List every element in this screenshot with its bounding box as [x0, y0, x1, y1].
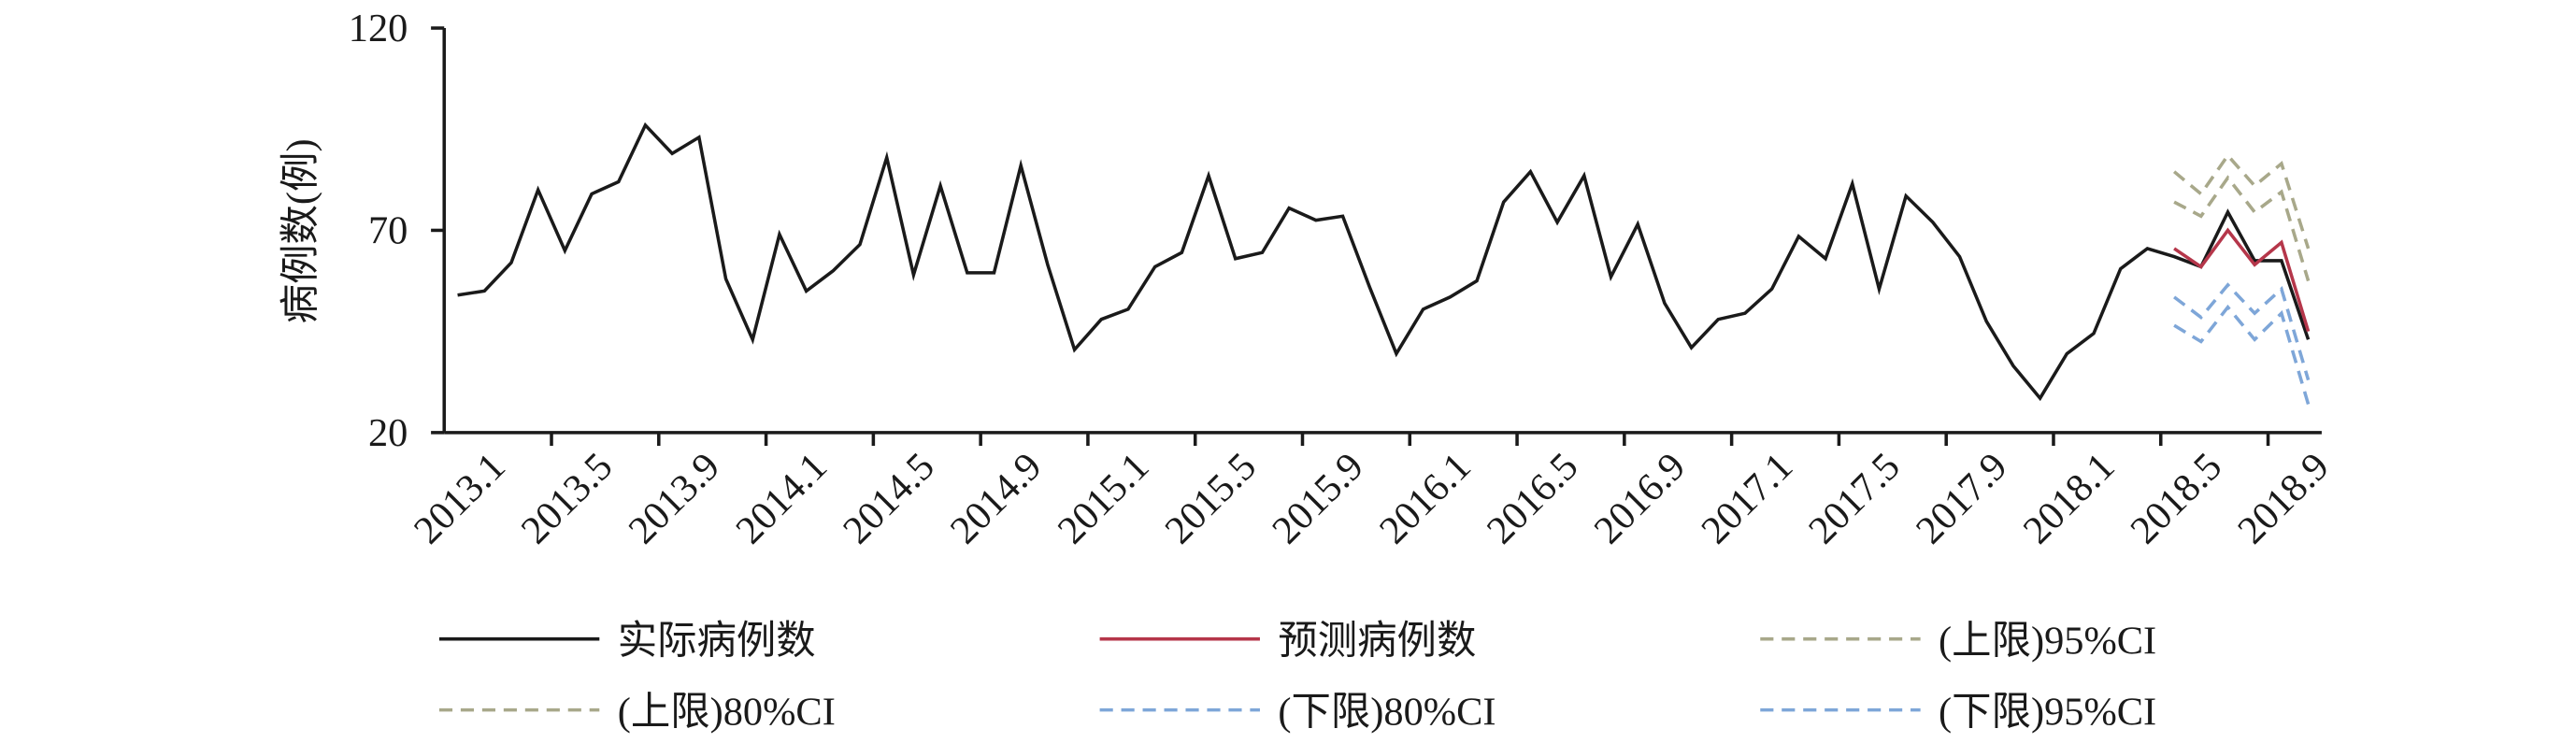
series-line: [2173, 175, 2311, 282]
x-tick-label: 2016.5: [1479, 445, 1587, 553]
x-tick-label: 2013.1: [406, 445, 514, 553]
legend-label: 预测病例数: [1278, 620, 1476, 664]
y-tick-label: 70: [368, 209, 408, 253]
x-tick-label: 2018.5: [2123, 445, 2231, 553]
x-tick-label: 2014.9: [942, 445, 1051, 553]
series-line: [457, 121, 2311, 402]
x-tick-label: 2017.1: [1693, 445, 1801, 553]
x-tick-label: 2015.9: [1264, 445, 1372, 553]
legend-label: (上限)80%CI: [618, 691, 836, 735]
series-line: [2173, 227, 2311, 333]
x-tick-label: 2018.9: [2229, 445, 2338, 553]
legend-label: 实际病例数: [618, 620, 816, 664]
series-line: [2173, 304, 2311, 406]
x-tick-label: 2013.5: [513, 445, 622, 553]
y-axis-label: 病例数(例): [279, 138, 323, 323]
x-tick-label: 2016.1: [1371, 445, 1480, 553]
x-tick-label: 2017.9: [1908, 445, 2016, 553]
legend-label: (上限)95%CI: [1939, 620, 2156, 664]
y-tick-label: 120: [349, 7, 408, 50]
legend-label: (下限)95%CI: [1939, 691, 2156, 735]
x-tick-label: 2017.5: [1800, 445, 1909, 553]
x-tick-label: 2018.1: [2015, 445, 2124, 553]
x-tick-label: 2013.9: [621, 445, 729, 553]
x-tick-label: 2016.9: [1586, 445, 1695, 553]
series-line: [2173, 282, 2311, 381]
y-tick-label: 20: [368, 411, 408, 455]
x-tick-label: 2015.1: [1050, 445, 1158, 553]
legend-label: (下限)80%CI: [1278, 691, 1496, 735]
x-tick-label: 2014.1: [727, 445, 836, 553]
series-line: [2172, 152, 2311, 250]
x-tick-label: 2014.5: [835, 445, 943, 553]
x-tick-label: 2015.5: [1156, 445, 1265, 553]
